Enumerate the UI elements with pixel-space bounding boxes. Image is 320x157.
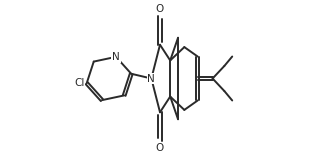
Text: N: N: [112, 52, 120, 62]
Text: Cl: Cl: [74, 78, 84, 88]
Text: O: O: [156, 4, 164, 14]
Text: N: N: [148, 73, 155, 84]
Text: O: O: [156, 143, 164, 153]
